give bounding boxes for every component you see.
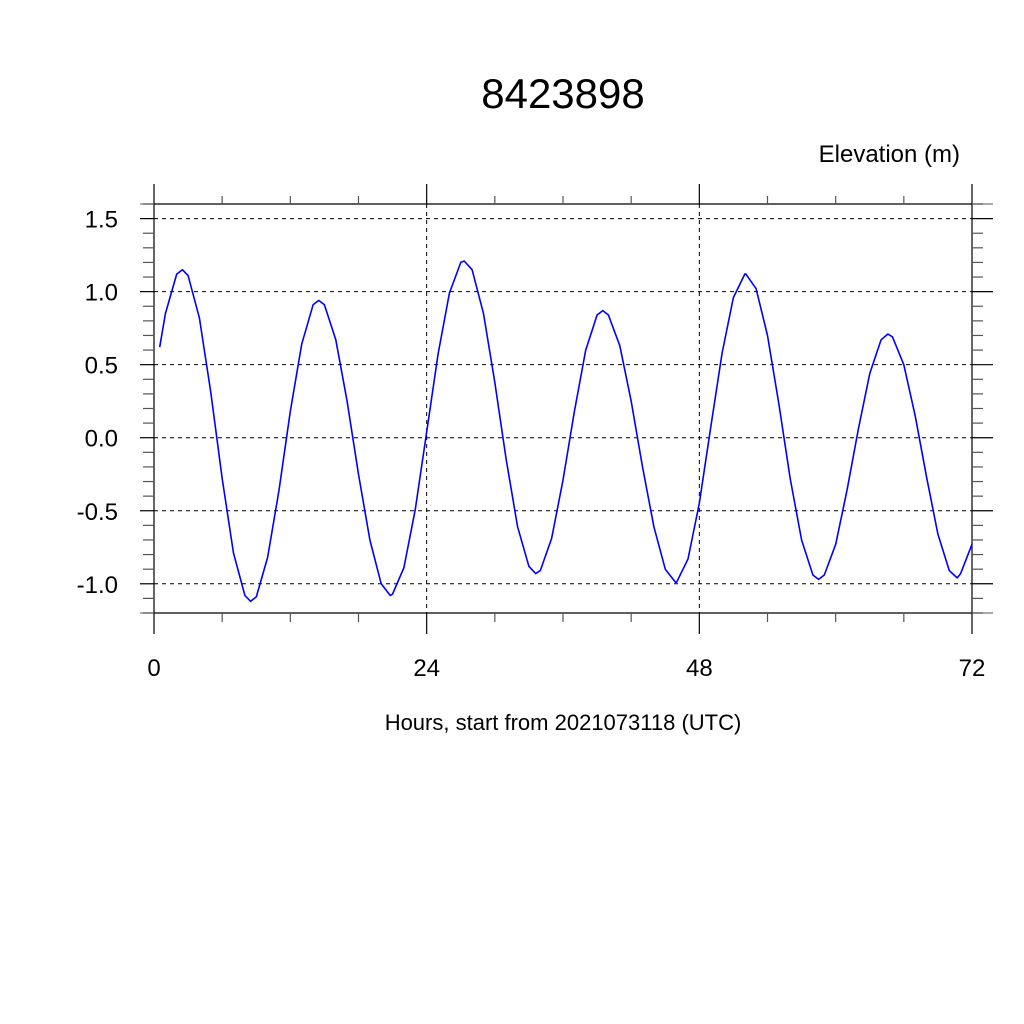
y-tick-label: 0.5 [85,353,118,380]
series [158,260,973,603]
y-tick-label: 1.5 [85,207,118,234]
x-tick-label: 48 [686,655,713,682]
y-tick-label: 0.0 [85,426,118,453]
x-tick-label: 0 [147,655,160,682]
x-tick-label: 72 [959,655,986,682]
grid [154,204,972,613]
y-tick-label: -1.0 [77,572,118,599]
series-line [158,260,973,603]
y-axis-label: Elevation (m) [819,141,960,168]
x-axis-label: Hours, start from 2021073118 (UTC) [385,710,742,735]
axes [140,184,993,634]
tick-labels: 0 24 48 72 -1.0 -0.5 0.0 0.5 1.0 1.5 [77,207,986,682]
y-tick-label: -0.5 [77,499,118,526]
x-tick-label: 24 [413,655,440,682]
y-tick-label: 1.0 [85,280,118,307]
chart-title: 8423898 [481,70,645,117]
